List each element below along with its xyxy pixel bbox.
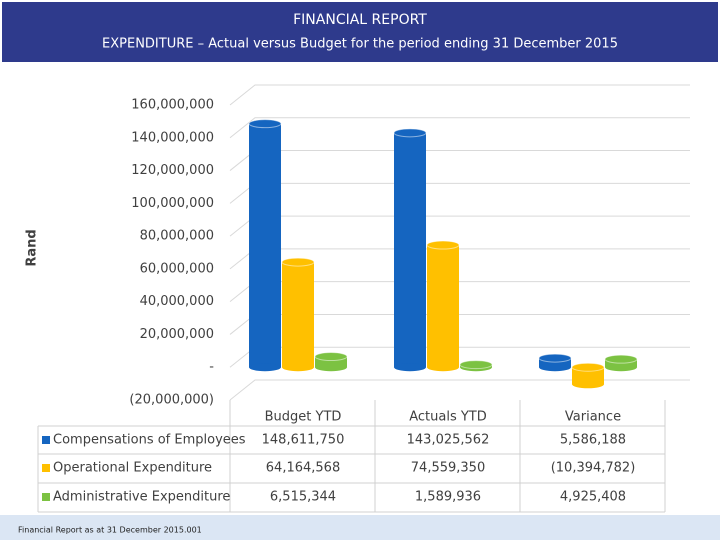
table-cell: 74,559,350 xyxy=(411,461,485,476)
bar-cap xyxy=(393,128,427,138)
bar-base xyxy=(572,380,604,389)
bar-base xyxy=(605,363,637,372)
bar xyxy=(282,262,314,368)
header-band xyxy=(2,2,718,62)
bar-base xyxy=(315,363,347,372)
bar-base xyxy=(282,363,314,372)
bar xyxy=(394,132,426,368)
y-tick-label: - xyxy=(209,360,214,375)
grid-line xyxy=(229,117,690,139)
bar-cap xyxy=(281,257,315,267)
table-cell: (10,394,782) xyxy=(551,461,636,476)
bar-cap xyxy=(604,354,638,364)
y-tick-label: 40,000,000 xyxy=(140,294,214,309)
legend-key xyxy=(42,493,50,501)
bar xyxy=(539,358,571,368)
subtitle: EXPENDITURE – Actual versus Budget for t… xyxy=(102,37,618,52)
bar-cap xyxy=(426,240,460,250)
legend-label: Operational Expenditure xyxy=(53,461,212,476)
x-tick-label: Variance xyxy=(565,410,621,425)
table-cell: 6,515,344 xyxy=(270,490,336,505)
legend-label: Administrative Expenditure xyxy=(53,490,230,505)
legend-label: Compensations of Employees xyxy=(53,433,246,448)
legend-key xyxy=(42,436,50,444)
table-cell: 4,925,408 xyxy=(560,490,626,505)
table-cell: 148,611,750 xyxy=(262,433,345,448)
y-axis-label: Rand xyxy=(25,229,40,266)
y-tick-label: (20,000,000) xyxy=(129,393,214,408)
bar xyxy=(427,245,459,368)
y-tick-label: 60,000,000 xyxy=(140,261,214,276)
bar-base xyxy=(539,363,571,372)
bar-cap xyxy=(571,362,605,372)
bar-cap xyxy=(538,353,572,363)
table-cell: 1,589,936 xyxy=(415,490,481,505)
bar-cap xyxy=(248,119,282,129)
x-tick-label: Budget YTD xyxy=(265,410,342,425)
bar xyxy=(315,356,347,368)
y-tick-label: 160,000,000 xyxy=(131,98,214,113)
y-tick-label: 100,000,000 xyxy=(131,196,214,211)
grid-line xyxy=(229,379,690,401)
y-tick-label: 140,000,000 xyxy=(131,130,214,145)
bar xyxy=(572,367,604,385)
bar-cap xyxy=(459,360,493,370)
bar-base xyxy=(394,363,426,372)
footer: Financial Report as at 31 December 2015.… xyxy=(18,526,202,535)
grid-line xyxy=(229,84,690,106)
y-tick-label: 20,000,000 xyxy=(140,327,214,342)
legend-key xyxy=(42,464,50,472)
y-tick-label: 120,000,000 xyxy=(131,163,214,178)
bar-cap xyxy=(314,352,348,362)
bar xyxy=(249,123,281,368)
table-cell: 5,586,188 xyxy=(560,433,626,448)
title: FINANCIAL REPORT xyxy=(293,12,427,28)
y-tick-label: 80,000,000 xyxy=(140,229,214,244)
x-tick-label: Actuals YTD xyxy=(409,410,487,425)
table-cell: 64,164,568 xyxy=(266,461,340,476)
bar-base xyxy=(427,363,459,372)
footer-band xyxy=(0,515,720,540)
table-cell: 143,025,562 xyxy=(407,433,490,448)
bar-base xyxy=(249,363,281,372)
